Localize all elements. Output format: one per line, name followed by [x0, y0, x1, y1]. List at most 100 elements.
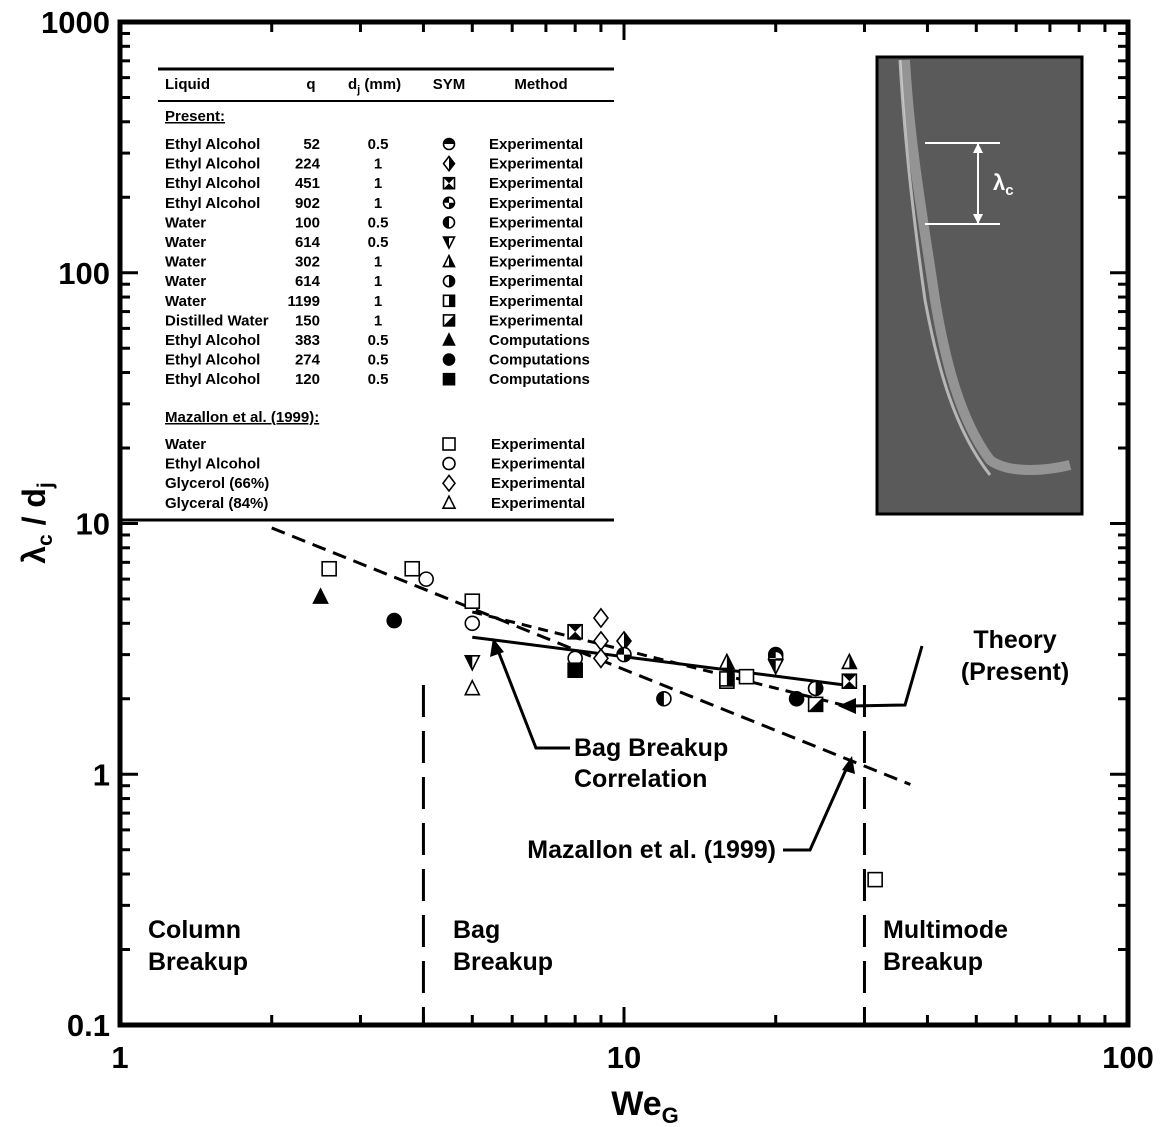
marker-fill: [449, 275, 455, 287]
marker-fill: [808, 697, 823, 712]
legend-q: 614: [295, 234, 321, 251]
x-axis-label-main: We: [611, 1085, 661, 1123]
legend-method: Experimental: [491, 495, 585, 512]
marker-fill: [443, 237, 449, 249]
marker: [442, 236, 456, 250]
y-tick-label: 1: [93, 757, 110, 792]
marker: [441, 474, 457, 493]
marker: [442, 137, 456, 151]
y-axis-label-sub: j: [34, 482, 57, 489]
marker: [312, 587, 329, 604]
marker: [567, 623, 583, 640]
marker: [442, 372, 456, 386]
legend-method: Experimental: [489, 214, 583, 231]
y-tick-label: 1000: [41, 5, 110, 40]
marker-fill: [568, 624, 583, 639]
legend-method: Experimental: [491, 436, 585, 453]
marker: [463, 678, 481, 696]
marker-outline: [567, 662, 583, 678]
annotation: Mazallon et al. (1999): [527, 836, 776, 864]
marker-outline: [312, 587, 329, 604]
marker: [592, 607, 609, 629]
marker: [442, 314, 456, 327]
marker: [404, 560, 421, 577]
marker: [718, 652, 736, 670]
marker: [592, 647, 609, 669]
legend-name: Ethyl Alcohol: [165, 352, 260, 369]
legend-q: 52: [303, 136, 320, 153]
legend-method: Computations: [489, 352, 590, 369]
marker: [841, 652, 858, 670]
regime-label: Breakup: [883, 948, 983, 976]
fit-line: [472, 635, 845, 687]
x-tick-label: 1: [111, 1040, 128, 1075]
marker: [321, 560, 337, 577]
marker: [841, 673, 858, 690]
marker: [442, 456, 456, 471]
y-tick-label: 0.1: [67, 1008, 110, 1043]
x-axis-label: WeG: [611, 1085, 679, 1127]
marker: [567, 662, 583, 678]
marker: [442, 353, 456, 366]
legend-name: Water: [165, 293, 206, 310]
legend-q: 150: [295, 312, 320, 329]
legend-method: Experimental: [489, 136, 583, 153]
marker: [807, 680, 824, 697]
marker: [767, 658, 785, 676]
marker-outline: [788, 690, 805, 707]
marker-fill: [443, 177, 455, 189]
legend-name: Water: [165, 273, 206, 290]
inset-label: λc: [993, 170, 1014, 199]
marker: [442, 332, 456, 346]
marker: [442, 253, 456, 268]
marker-fill: [449, 156, 455, 171]
marker-fill: [842, 674, 857, 689]
regime-label: Breakup: [453, 948, 553, 976]
marker: [616, 646, 632, 663]
legend-q: 224: [295, 156, 321, 173]
marker-fill: [443, 138, 455, 144]
legend-name: Ethyl Alcohol: [165, 371, 260, 388]
legend-method: Computations: [489, 371, 590, 388]
legend-name: Water: [165, 254, 206, 271]
marker-outline: [738, 668, 755, 685]
legend-dj: 0.5: [368, 214, 389, 231]
marker-outline: [592, 630, 609, 652]
regime-label: Breakup: [148, 948, 248, 976]
marker: [442, 216, 456, 229]
legend-method: Experimental: [489, 293, 583, 310]
legend-dj: 0.5: [368, 332, 389, 349]
inset-label-sub: c: [1005, 182, 1013, 199]
marker: [807, 696, 824, 713]
marker-fill: [624, 631, 631, 651]
legend-method: Experimental: [491, 456, 585, 473]
inset-photo: λc: [875, 55, 1084, 516]
marker-outline: [592, 647, 609, 669]
y-axis-label-sub: c: [34, 534, 57, 546]
legend-section-title: Present:: [165, 108, 225, 125]
y-axis-label-part: λ: [16, 546, 52, 564]
marker-outline: [867, 871, 883, 888]
marker: [442, 294, 456, 308]
legend-rules: [120, 67, 614, 522]
legend-header: SYM: [433, 76, 466, 93]
legend-q: 274: [295, 352, 321, 369]
marker-outline: [404, 560, 421, 577]
legend-name: Ethyl Alcohol: [165, 175, 260, 192]
marker-outline: [592, 607, 609, 629]
legend-dj: 1: [374, 254, 382, 271]
regime-label: Bag: [453, 916, 500, 944]
legend-q: 302: [295, 254, 320, 271]
legend-method: Computations: [489, 332, 590, 349]
marker-outline: [442, 353, 456, 366]
legend-q: 383: [295, 332, 320, 349]
legend-name: Ethyl Alcohol: [165, 332, 260, 349]
legend-dj: 0.5: [368, 234, 389, 251]
marker: [442, 196, 456, 210]
legend-method: Experimental: [489, 195, 583, 212]
legend-dj: 1: [374, 175, 382, 192]
legend-q: 120: [295, 371, 320, 388]
marker: [788, 690, 805, 707]
y-axis-label-part: / d: [16, 488, 52, 534]
